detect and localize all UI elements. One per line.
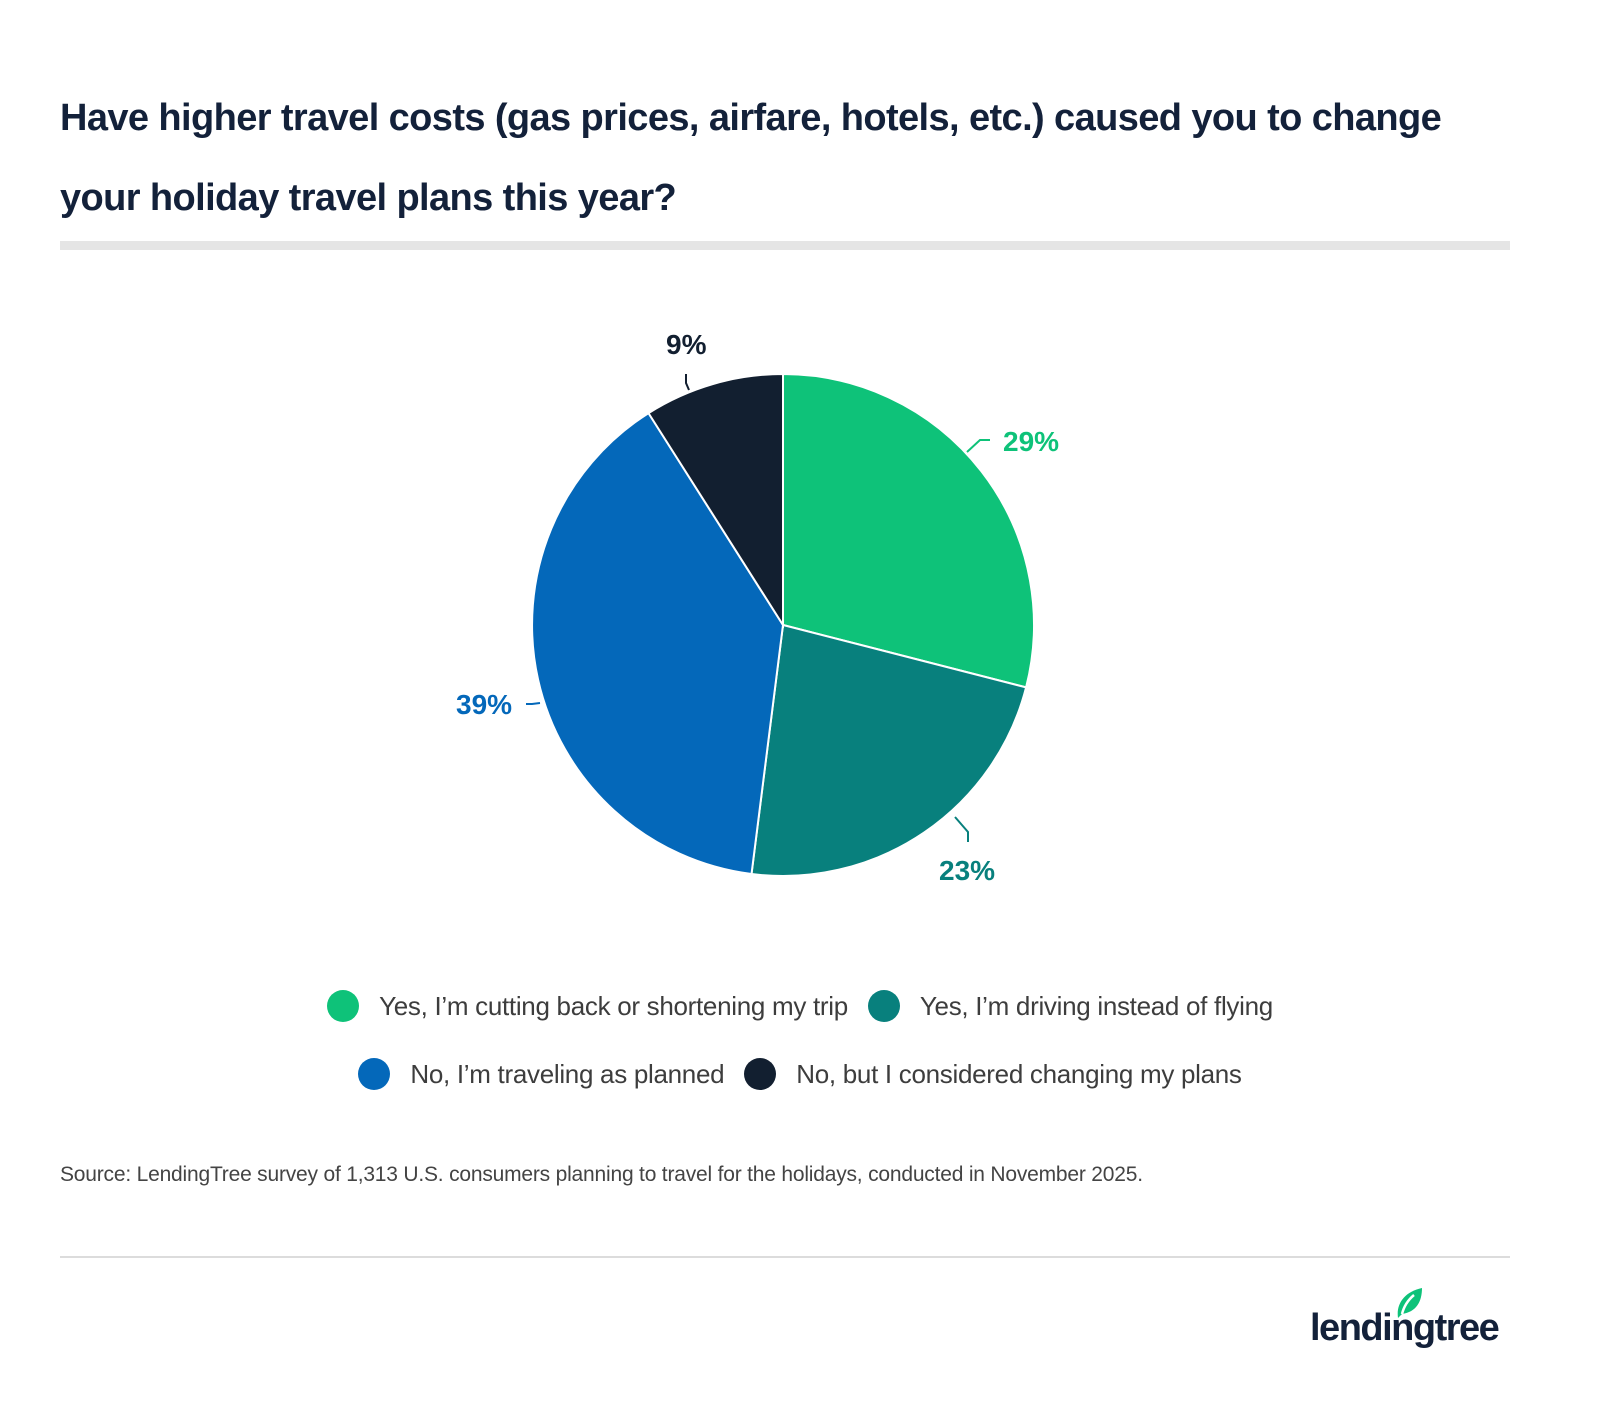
leader-line-yes-cutting [966, 439, 990, 453]
title-divider [60, 241, 1510, 250]
legend-row-1: Yes, I’m cutting back or shortening my t… [0, 990, 1600, 1022]
chart-title-line-2: your holiday travel plans this year? [60, 177, 677, 219]
legend-dot-teal-icon [867, 990, 900, 1022]
legend-label: Yes, I’m driving instead of flying [919, 990, 1273, 1021]
leader-line-no-considered [685, 374, 690, 391]
value-label-no-considered: 9% [666, 329, 707, 360]
legend-row-2: No, I’m traveling as planned No, but I c… [0, 1058, 1600, 1090]
legend-label: No, but I considered changing my plans [796, 1058, 1242, 1089]
legend-label: Yes, I’m cutting back or shortening my t… [379, 990, 848, 1021]
value-label-yes-driving: 23% [939, 855, 995, 886]
lendingtree-logo: lendingtree [1310, 1286, 1510, 1350]
value-label-yes-cutting: 29% [1003, 426, 1059, 457]
chart-title-line-1: Have higher travel costs (gas prices, ai… [60, 97, 1442, 139]
legend-dot-blue-icon [358, 1058, 391, 1090]
value-label-no-planned: 39% [456, 689, 512, 720]
logo-wordmark: lendingtree [1310, 1307, 1500, 1349]
legend-item-no-considered[interactable]: No, but I considered changing my plans [744, 1058, 1242, 1090]
pie-slice-no-planned[interactable] [531, 411, 785, 876]
legend-item-yes-cutting[interactable]: Yes, I’m cutting back or shortening my t… [327, 990, 848, 1022]
legend-dot-green-icon [327, 990, 360, 1022]
pie-slice-no-considered[interactable] [647, 372, 784, 629]
pie-chart: 29% 23% 39% 9% [456, 329, 1059, 886]
source-note: Source: LendingTree survey of 1,313 U.S.… [60, 1163, 1143, 1186]
leader-line-no-planned [526, 702, 541, 705]
pie-slice-yes-driving[interactable] [750, 623, 1028, 877]
leader-line-yes-driving [954, 816, 969, 842]
footer-divider [60, 1256, 1510, 1258]
legend-item-yes-driving[interactable]: Yes, I’m driving instead of flying [867, 990, 1273, 1022]
chart-title: Have higher travel costs (gas prices, ai… [60, 78, 1520, 238]
legend-item-no-planned[interactable]: No, I’m traveling as planned [358, 1058, 725, 1090]
legend-dot-navy-icon [744, 1058, 777, 1090]
legend-label: No, I’m traveling as planned [410, 1058, 725, 1089]
pie-slice-yes-cutting[interactable] [782, 372, 1035, 689]
leaf-icon [1397, 1288, 1422, 1318]
